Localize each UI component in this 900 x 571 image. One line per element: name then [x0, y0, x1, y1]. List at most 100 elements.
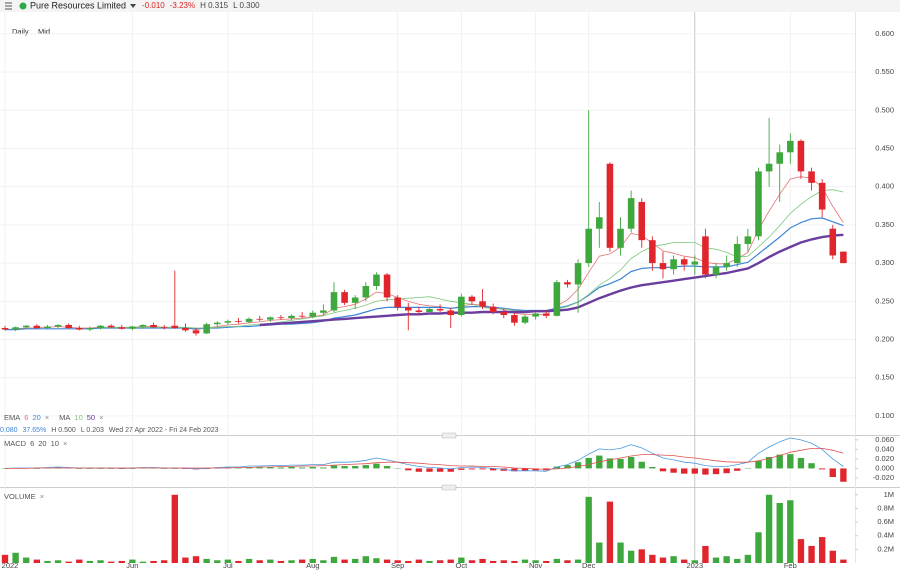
legend-remove[interactable]: ×: [99, 413, 103, 422]
volume-bar: [44, 560, 51, 563]
macd-histogram-bar: [288, 467, 295, 469]
volume-bar: [436, 560, 444, 563]
pane-resize-handle[interactable]: [441, 484, 457, 491]
volume-bar: [659, 557, 667, 563]
volume-bar: [150, 560, 157, 563]
price-change-pct: -3.23%: [170, 1, 195, 10]
volume-bar: [373, 558, 380, 563]
candle-body: [160, 327, 168, 329]
macd-histogram-bar: [277, 467, 285, 469]
x-tick-label: Aug: [306, 561, 319, 570]
candle-body: [224, 321, 232, 323]
volume-bar: [288, 560, 295, 563]
volume-bar: [405, 560, 412, 563]
candle-body: [808, 171, 815, 183]
candle-body: [65, 324, 72, 329]
candle-body: [267, 317, 274, 320]
candle-body: [192, 330, 200, 334]
candle-body: [479, 301, 486, 307]
dropdown-arrow[interactable]: [130, 4, 137, 8]
legend-entry: 50: [87, 413, 95, 422]
candle-body: [54, 324, 62, 327]
candle-body: [118, 327, 126, 329]
volume-bar: [352, 558, 359, 563]
candle-body: [44, 326, 51, 329]
macd-histogram-bar: [330, 465, 338, 469]
macd-param: 6: [30, 439, 34, 448]
macd-histogram-bar: [606, 458, 614, 469]
volume-bar: [681, 559, 688, 563]
candle-body: [320, 310, 327, 313]
macd-param: 20: [38, 439, 46, 448]
macd-histogram-bar: [818, 468, 826, 470]
volume-bar: [596, 542, 603, 563]
y-tick-label: 0.300: [875, 258, 894, 267]
macd-histogram-bar: [352, 466, 359, 469]
candle-body: [404, 307, 412, 311]
macd-histogram-bar: [808, 463, 815, 469]
volume-bar: [479, 558, 486, 563]
candle-body: [627, 198, 635, 229]
macd-histogram-bar: [553, 466, 561, 469]
macd-histogram-bar: [362, 465, 370, 469]
volume-bar: [511, 560, 518, 563]
y-tick-label: 0.040: [875, 444, 894, 453]
candle-body: [245, 318, 253, 322]
candle-body: [458, 296, 465, 316]
interval-button[interactable]: Daily: [12, 27, 29, 36]
range-stat: 0.080: [0, 427, 18, 434]
macd-histogram-bar: [617, 458, 624, 469]
volume-bar: [564, 560, 571, 563]
macd-histogram-bar: [436, 468, 444, 472]
candle-body: [511, 315, 518, 323]
volume-bar: [341, 559, 348, 563]
candle-body: [86, 328, 94, 330]
volume-bar: [755, 532, 762, 563]
macd-histogram-bar: [787, 454, 794, 469]
candle-body: [309, 312, 317, 317]
candle-body: [362, 286, 370, 298]
macd-histogram-bar: [734, 468, 741, 471]
price-mode-button[interactable]: Mid: [38, 27, 50, 36]
volume-bar: [171, 494, 178, 563]
candle-body: [139, 324, 147, 327]
volume-bar: [797, 539, 805, 563]
candle-body: [373, 274, 380, 287]
candle-body: [426, 308, 433, 312]
candle-body: [97, 325, 104, 329]
candle-body: [182, 328, 189, 331]
candle-body: [468, 296, 476, 302]
candle-body: [765, 163, 773, 172]
candle-body: [75, 328, 83, 330]
pane-resize-handle[interactable]: [441, 432, 457, 439]
y-tick-label: 0.4M: [877, 531, 894, 540]
y-tick-label: 0.060: [875, 435, 894, 444]
candle-body: [12, 327, 19, 330]
instrument-name[interactable]: Pure Resources Limited: [30, 0, 126, 10]
candle-body: [829, 228, 837, 256]
macd-histogram-bar: [638, 461, 645, 469]
volume-bar: [235, 560, 242, 563]
y-tick-label: 0.500: [875, 105, 894, 114]
candle-body: [436, 308, 444, 311]
candle-body: [521, 316, 529, 323]
volume-bar: [787, 500, 794, 563]
volume-bar: [1, 554, 9, 563]
macd-histogram-bar: [659, 468, 667, 472]
y-tick-label: -0.020: [873, 473, 894, 482]
menu-icon[interactable]: [5, 2, 12, 10]
volume-bar: [277, 560, 285, 563]
legend-remove[interactable]: ×: [45, 413, 49, 422]
volume-bar: [670, 556, 677, 563]
candle-body: [288, 315, 295, 319]
candle-body: [330, 292, 338, 311]
x-tick-label: 2022: [2, 561, 19, 570]
legend-group: MA: [59, 413, 70, 422]
candle-body: [298, 315, 306, 317]
volume-bar: [415, 559, 423, 563]
macd-histogram-bar: [447, 468, 454, 472]
day-high: H 0.315: [200, 1, 229, 10]
volume-bar: [224, 559, 232, 563]
range-stat: H 0.500: [51, 427, 76, 434]
volume-bar: [638, 549, 645, 563]
